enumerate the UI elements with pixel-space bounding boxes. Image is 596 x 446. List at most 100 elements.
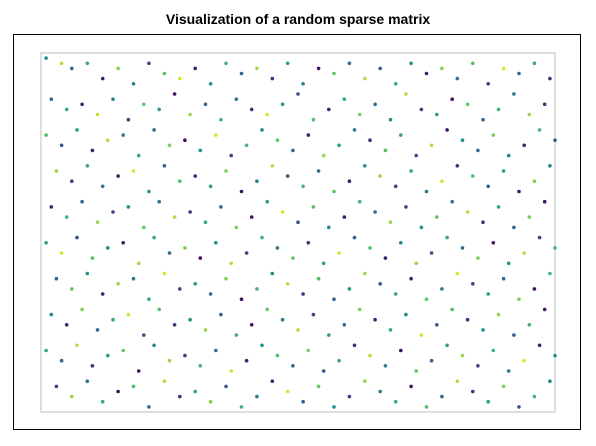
data-point [137, 262, 141, 266]
data-point [183, 354, 187, 358]
data-point [337, 251, 341, 255]
data-point [142, 226, 146, 230]
data-point [152, 128, 156, 132]
data-point [291, 364, 295, 368]
data-point [260, 128, 264, 132]
data-point [332, 72, 336, 76]
data-point [240, 297, 244, 301]
data-point [265, 308, 269, 312]
data-point [517, 190, 521, 194]
data-point [276, 138, 280, 142]
data-point [322, 154, 326, 158]
data-point [486, 82, 490, 86]
data-point [445, 128, 449, 132]
data-point [291, 149, 295, 153]
data-point [142, 333, 146, 337]
data-point [60, 359, 64, 363]
data-point [522, 251, 526, 255]
data-point [337, 359, 341, 363]
data-point [193, 67, 197, 71]
data-point [132, 277, 136, 281]
data-point [389, 328, 393, 332]
data-point [492, 241, 496, 245]
data-point [229, 369, 233, 373]
data-point [373, 210, 377, 214]
data-point [317, 385, 321, 389]
data-point [271, 272, 275, 276]
data-point [188, 210, 192, 214]
data-point [209, 185, 213, 189]
data-point [476, 256, 480, 260]
data-point [533, 395, 537, 399]
data-point [543, 308, 547, 312]
data-point [307, 241, 311, 245]
data-point [307, 133, 311, 137]
data-point [394, 82, 398, 86]
data-point [353, 128, 357, 132]
data-point [378, 174, 382, 178]
data-point [486, 185, 490, 189]
data-point [471, 174, 475, 178]
data-point [137, 154, 141, 158]
data-point [301, 400, 305, 404]
data-point [363, 272, 367, 276]
data-point [245, 144, 249, 148]
data-point [229, 154, 233, 158]
data-point [425, 72, 429, 76]
data-point [255, 395, 259, 399]
data-point [178, 179, 182, 183]
data-point [178, 287, 182, 291]
data-point [466, 318, 470, 322]
data-point [121, 133, 125, 137]
data-point [163, 272, 167, 276]
data-point [543, 103, 547, 107]
data-point [384, 149, 388, 153]
data-point [199, 256, 203, 260]
data-point [522, 359, 526, 363]
data-point [101, 292, 105, 296]
data-point [157, 200, 161, 204]
data-point [286, 62, 290, 66]
data-point [307, 349, 311, 353]
data-point [353, 236, 357, 240]
data-point [44, 133, 48, 137]
data-point [168, 144, 172, 148]
data-point [250, 215, 254, 219]
data-point [517, 405, 521, 409]
data-point [301, 185, 305, 189]
data-point [255, 67, 259, 71]
data-point [399, 133, 403, 137]
data-point [507, 369, 511, 373]
data-point [65, 323, 69, 327]
data-point [168, 251, 172, 255]
data-point [528, 215, 532, 219]
data-point [188, 113, 192, 117]
data-point [528, 323, 532, 327]
data-point [466, 210, 470, 214]
data-point [420, 108, 424, 112]
data-point [420, 333, 424, 337]
data-point [414, 154, 418, 158]
data-point [553, 354, 557, 358]
data-point [384, 256, 388, 260]
data-point [435, 323, 439, 327]
data-point [548, 77, 552, 81]
data-point [281, 318, 285, 322]
data-point [358, 113, 362, 117]
data-point [214, 349, 218, 353]
data-point [317, 169, 321, 173]
data-point [430, 251, 434, 255]
data-point [332, 190, 336, 194]
data-point [481, 118, 485, 122]
data-point [255, 179, 259, 183]
data-point [296, 92, 300, 96]
data-point [332, 405, 336, 409]
data-point [368, 246, 372, 250]
data-point [425, 190, 429, 194]
data-point [147, 297, 151, 301]
data-point [106, 354, 110, 358]
data-point [224, 277, 228, 281]
data-point [430, 359, 434, 363]
data-point [265, 200, 269, 204]
data-point [209, 292, 213, 296]
